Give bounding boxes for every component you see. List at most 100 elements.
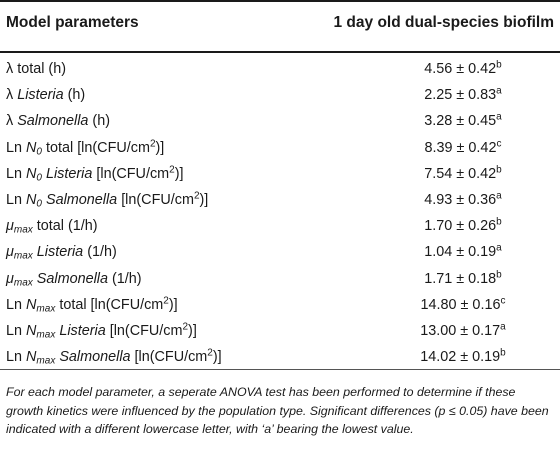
parameter-prefix: λ: [6, 87, 14, 104]
value-cell: 14.02 ± 0.19b: [365, 347, 560, 365]
unit-close: )]: [174, 165, 184, 182]
significance-letter: c: [496, 138, 502, 150]
parameter-subscript: max: [36, 303, 56, 315]
parameter-unit: (1/h): [87, 244, 117, 261]
parameter-prefix: Ln: [6, 323, 23, 339]
parameter-unit: (h): [92, 113, 110, 130]
unit-superscript: 2: [207, 347, 213, 359]
unit-superscript: 2: [193, 190, 200, 202]
table-row: Ln Nmax total [ln(CFU/cm2)] 14.80 ± 0.16c: [0, 292, 560, 320]
mean-sd-value: 7.54 ± 0.42: [424, 165, 497, 182]
mean-sd-value: 14.80 ± 0.16: [420, 296, 501, 313]
significance-letter: b: [500, 347, 506, 359]
parameter-subscript: max: [13, 277, 33, 289]
parameter-cell: Ln N0 total [ln(CFU/cm2)]: [6, 139, 165, 157]
table-row: λ Listeria (h) 2.25 ± 0.83a: [0, 82, 560, 110]
significance-letter: b: [496, 164, 502, 176]
parameter-cell: μmax total (1/h): [6, 218, 98, 235]
table-header-row: Model parameters 1 day old dual-species …: [0, 0, 560, 52]
unit-close: )]: [188, 323, 197, 339]
table-row: μmax total (1/h) 1.70 ± 0.26b: [0, 213, 560, 241]
value-cell: 8.39 ± 0.42c: [365, 138, 560, 156]
parameter-cell: Ln N0 Salmonella [ln(CFU/cm2)]: [6, 190, 209, 210]
parameter-subscript: max: [13, 250, 33, 262]
parameter-prefix: Ln: [6, 296, 23, 313]
parameter-symbol: N: [26, 192, 37, 208]
mean-sd-value: 3.28 ± 0.45: [424, 113, 497, 130]
mean-sd-value: 2.25 ± 0.83: [424, 87, 497, 104]
parameter-unit: (h): [67, 87, 86, 104]
unit-superscript: 2: [169, 164, 175, 176]
table-row: μmax Salmonella (1/h) 1.71 ± 0.18b: [0, 266, 560, 294]
table-row: Ln N0 total [ln(CFU/cm2)] 8.39 ± 0.42c: [0, 135, 560, 163]
parameter-cell: μmax Listeria (1/h): [6, 244, 117, 262]
mean-sd-value: 1.70 ± 0.26: [424, 218, 497, 235]
table-header-rule: [0, 51, 560, 53]
parameter-unit: [ln(CFU/cm: [121, 192, 194, 208]
value-cell: 1.70 ± 0.26b: [365, 216, 560, 235]
parameter-prefix: Ln: [6, 165, 23, 182]
mean-sd-value: 13.00 ± 0.17: [420, 323, 501, 339]
parameter-cell: Ln Nmax Listeria [ln(CFU/cm2)]: [6, 322, 197, 341]
parameter-symbol: μ: [6, 244, 14, 261]
parameter-prefix: Ln: [6, 192, 23, 208]
table-top-rule: [0, 0, 560, 2]
table-bottom-rule: [0, 369, 560, 370]
parameter-prefix: λ: [6, 113, 14, 130]
significance-letter: a: [496, 85, 502, 97]
parameter-unit: [ln(CFU/cm: [109, 323, 183, 339]
population-name: Listeria: [45, 165, 93, 182]
parameter-prefix: Ln: [6, 349, 23, 366]
parameter-subscript: max: [36, 329, 56, 341]
table-row: λ total (h) 4.56 ± 0.42b: [0, 56, 560, 84]
table-row: Ln Nmax Listeria [ln(CFU/cm2)] 13.00 ± 0.…: [0, 318, 560, 346]
population-name: Salmonella: [36, 270, 108, 287]
parameter-cell: Ln Nmax total [ln(CFU/cm2)]: [6, 295, 178, 315]
parameter-prefix: λ: [6, 61, 14, 77]
unit-close: )]: [155, 139, 165, 156]
table-row: μmax Listeria (1/h) 1.04 ± 0.19a: [0, 239, 560, 267]
mean-sd-value: 1.71 ± 0.18: [424, 270, 497, 287]
parameter-unit: [ln(CFU/cm: [134, 349, 208, 366]
unit-close: )]: [199, 192, 209, 208]
population-name: Salmonella: [17, 113, 89, 130]
population-name: Listeria: [17, 87, 64, 104]
mean-sd-value: 8.39 ± 0.42: [424, 139, 497, 156]
value-cell: 14.80 ± 0.16c: [365, 295, 560, 313]
population-name: Listeria: [59, 323, 106, 339]
table-row: Ln N0 Listeria [ln(CFU/cm2)] 7.54 ± 0.42b: [0, 161, 560, 189]
parameter-cell: μmax Salmonella (1/h): [6, 270, 142, 289]
parameter-unit: [ln(CFU/cm: [77, 139, 150, 156]
value-cell: 7.54 ± 0.42b: [365, 164, 560, 182]
parameter-cell: Ln N0 Listeria [ln(CFU/cm2)]: [6, 164, 184, 183]
value-cell: 4.93 ± 0.36a: [365, 190, 560, 208]
unit-close: )]: [168, 296, 178, 313]
population-name: total: [45, 139, 74, 156]
table-row: Ln N0 Salmonella [ln(CFU/cm2)] 4.93 ± 0.3…: [0, 187, 560, 215]
parameter-unit: [ln(CFU/cm: [90, 296, 164, 313]
value-cell: 2.25 ± 0.83a: [365, 85, 560, 104]
parameter-symbol: N: [26, 296, 37, 313]
value-cell: 13.00 ± 0.17a: [365, 322, 560, 339]
population-name: total: [59, 296, 87, 313]
parameter-cell: λ total (h): [6, 61, 66, 77]
parameter-subscript: 0: [36, 198, 42, 210]
population-name: Salmonella: [59, 349, 131, 366]
value-cell: 1.71 ± 0.18b: [365, 270, 560, 287]
significance-letter: a: [496, 190, 502, 202]
significance-letter: b: [496, 216, 502, 228]
parameter-unit: (h): [48, 61, 66, 77]
value-cell: 4.56 ± 0.42b: [365, 60, 560, 77]
population-name: total: [17, 61, 45, 77]
unit-superscript: 2: [163, 295, 169, 307]
population-name: Salmonella: [45, 192, 118, 208]
header-model-parameters: Model parameters: [6, 14, 139, 31]
parameter-cell: λ Salmonella (h): [6, 113, 110, 129]
population-name: Listeria: [36, 244, 84, 261]
mean-sd-value: 4.93 ± 0.36: [424, 192, 497, 208]
parameter-symbol: N: [26, 349, 37, 366]
parameter-symbol: μ: [6, 218, 14, 235]
population-name: total: [36, 218, 64, 235]
significance-letter: c: [500, 295, 506, 307]
header-biofilm-column: 1 day old dual-species biofilm: [333, 14, 555, 31]
